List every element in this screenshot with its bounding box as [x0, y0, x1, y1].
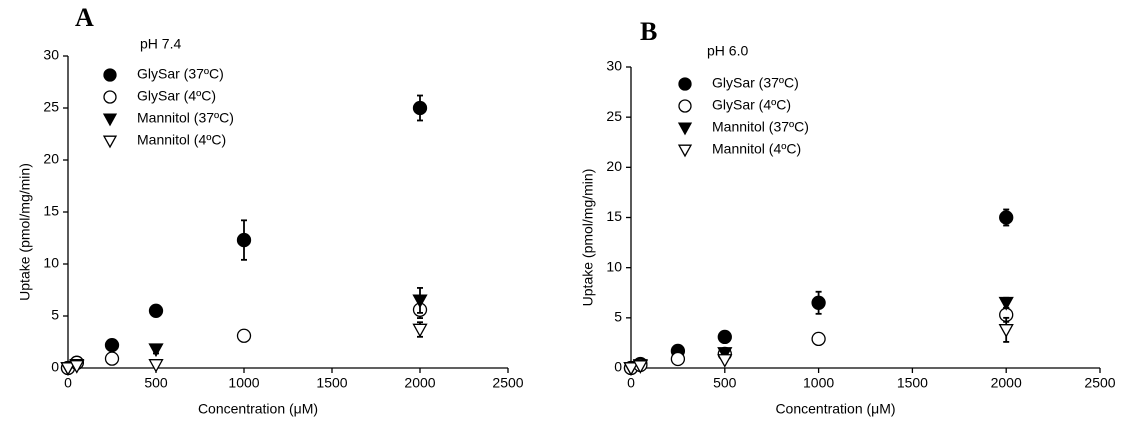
marker: [69, 360, 85, 374]
marker: [717, 354, 733, 368]
x-tick-label: 2000: [991, 375, 1022, 391]
y-tick-label: 5: [51, 307, 59, 323]
x-tick-label: 0: [64, 375, 72, 391]
legend-label: GlySar (4ºC): [137, 88, 216, 104]
marker: [102, 135, 118, 149]
marker: [148, 359, 164, 373]
marker: [677, 122, 693, 136]
marker: [412, 100, 428, 116]
marker: [623, 362, 639, 376]
marker: [678, 99, 692, 113]
marker: [811, 331, 826, 347]
marker: [60, 362, 76, 376]
marker: [103, 68, 117, 82]
x-tick-label: 500: [713, 375, 737, 391]
marker: [412, 294, 428, 309]
legend-label: GlySar (37ºC): [137, 66, 224, 82]
marker: [236, 328, 252, 343]
y-tick-label: 25: [43, 99, 59, 115]
panel-label: A: [75, 3, 94, 32]
y-axis-label: Uptake (pmol/mg/min): [17, 163, 33, 301]
y-tick-label: 15: [43, 203, 59, 219]
y-tick-label: 15: [606, 208, 622, 224]
marker: [412, 323, 428, 338]
x-tick-label: 1000: [803, 375, 834, 391]
x-tick-label: 500: [144, 375, 168, 391]
legend-label: Mannitol (37ºC): [137, 110, 234, 126]
marker: [811, 295, 826, 310]
marker: [148, 343, 164, 358]
x-tick-label: 2500: [1084, 375, 1115, 391]
y-tick-label: 5: [614, 309, 622, 325]
marker: [717, 329, 732, 345]
y-tick-label: 20: [606, 158, 622, 174]
annotation: pH 6.0: [707, 43, 748, 59]
y-tick-label: 25: [606, 108, 622, 124]
legend-label: Mannitol (4ºC): [712, 141, 801, 157]
x-tick-label: 0: [627, 375, 635, 391]
marker: [148, 303, 164, 318]
marker: [236, 232, 252, 248]
x-axis-label: Concentration (μM): [775, 401, 895, 417]
y-tick-label: 20: [43, 151, 59, 167]
x-axis-label: Concentration (μM): [198, 401, 318, 417]
x-tick-label: 1000: [228, 375, 259, 391]
marker: [104, 351, 120, 366]
y-tick-label: 10: [43, 255, 59, 271]
marker: [677, 144, 693, 158]
marker: [102, 113, 118, 127]
marker: [670, 351, 686, 367]
marker: [104, 337, 120, 353]
y-tick-label: 30: [606, 58, 622, 74]
x-tick-label: 2000: [404, 375, 435, 391]
x-tick-label: 1500: [316, 375, 347, 391]
x-tick-label: 2500: [492, 375, 523, 391]
x-tick-label: 1500: [897, 375, 928, 391]
marker: [717, 347, 733, 361]
legend-label: Mannitol (4ºC): [137, 132, 226, 148]
marker: [632, 360, 648, 374]
marker: [103, 90, 117, 104]
legend-label: GlySar (37ºC): [712, 75, 799, 91]
y-tick-label: 0: [614, 359, 622, 375]
marker: [998, 324, 1014, 338]
legend-label: Mannitol (37ºC): [712, 119, 809, 135]
annotation: pH 7.4: [140, 36, 181, 52]
y-tick-label: 30: [43, 47, 59, 63]
panel-label: B: [640, 17, 657, 46]
marker: [998, 296, 1014, 311]
legend-label: GlySar (4ºC): [712, 97, 791, 113]
y-axis-label: Uptake (pmol/mg/min): [580, 169, 596, 307]
y-tick-label: 0: [51, 359, 59, 375]
marker: [678, 77, 692, 91]
y-tick-label: 10: [606, 258, 622, 274]
marker: [999, 210, 1014, 225]
